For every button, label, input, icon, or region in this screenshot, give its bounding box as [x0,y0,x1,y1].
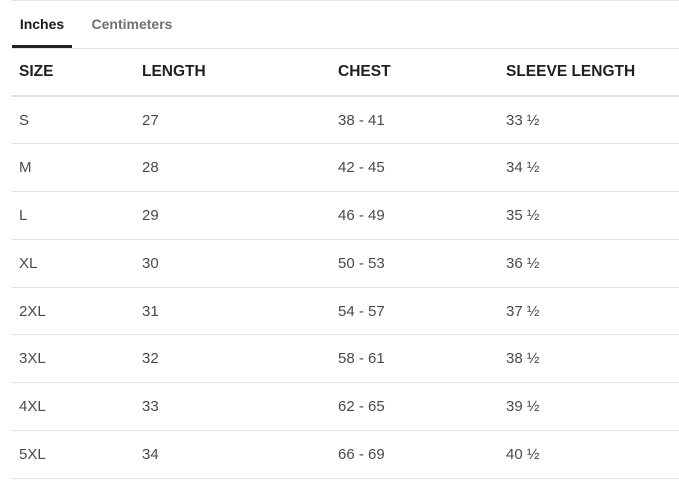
table-row: 2XL 31 54 - 57 37 ½ [11,287,679,336]
cell-sleeve-length: 39 ½ [498,382,679,432]
cell-chest: 38 - 41 [330,96,498,145]
cell-size: 3XL [11,334,134,384]
cell-sleeve-length: 34 ½ [498,143,679,193]
cell-chest: 46 - 49 [330,191,498,240]
table-header-row: SIZE LENGTH CHEST SLEEVE LENGTH [11,49,679,97]
tab-centimeters[interactable]: Centimeters [91,16,173,32]
cell-length: 29 [134,191,330,240]
cell-chest: 54 - 57 [330,287,498,336]
table-row: 3XL 32 58 - 61 38 ½ [11,334,679,384]
table-row: M 28 42 - 45 34 ½ [11,143,679,193]
header-chest: CHEST [330,49,498,97]
cell-chest: 50 - 53 [330,239,498,288]
cell-sleeve-length: 33 ½ [498,96,679,145]
cell-chest: 58 - 61 [330,334,498,384]
cell-size: S [11,96,134,145]
cell-sleeve-length: 37 ½ [498,287,679,336]
table-row: S 27 38 - 41 33 ½ [11,96,679,145]
cell-size: L [11,191,134,240]
cell-sleeve-length: 38 ½ [498,334,679,384]
cell-length: 33 [134,382,330,432]
table-row: L 29 46 - 49 35 ½ [11,191,679,240]
cell-sleeve-length: 35 ½ [498,191,679,240]
cell-chest: 42 - 45 [330,143,498,193]
unit-tabs: Inches Centimeters [11,0,679,49]
cell-length: 28 [134,143,330,193]
table-row: 5XL 34 66 - 69 40 ½ [11,430,679,479]
cell-length: 34 [134,430,330,479]
header-length: LENGTH [134,49,330,97]
header-sleeve-length: SLEEVE LENGTH [498,49,679,97]
tab-inches[interactable]: Inches [12,0,72,48]
cell-chest: 66 - 69 [330,430,498,479]
cell-size: XL [11,239,134,288]
cell-size: 5XL [11,430,134,479]
table-row: 4XL 33 62 - 65 39 ½ [11,382,679,432]
cell-length: 27 [134,96,330,145]
cell-length: 31 [134,287,330,336]
size-table: SIZE LENGTH CHEST SLEEVE LENGTH S 27 38 … [11,49,679,479]
table-row: XL 30 50 - 53 36 ½ [11,239,679,288]
cell-sleeve-length: 36 ½ [498,239,679,288]
top-divider [11,0,679,1]
cell-size: M [11,143,134,193]
cell-sleeve-length: 40 ½ [498,430,679,479]
cell-size: 4XL [11,382,134,432]
cell-size: 2XL [11,287,134,336]
cell-length: 30 [134,239,330,288]
cell-chest: 62 - 65 [330,382,498,432]
cell-length: 32 [134,334,330,384]
header-size: SIZE [11,49,134,97]
